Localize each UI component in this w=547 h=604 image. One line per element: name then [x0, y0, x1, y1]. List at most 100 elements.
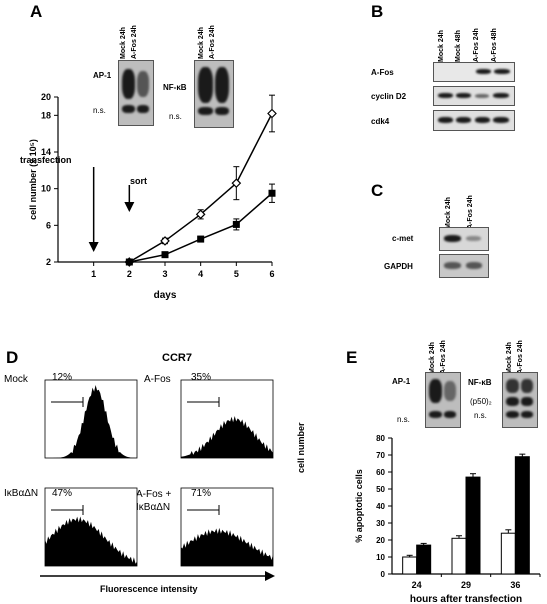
y-tick-label: 10 [41, 184, 51, 194]
x-tick-label: 29 [461, 580, 471, 590]
gel-a2-label: NF-κB [163, 83, 187, 92]
x-tick-label: 6 [269, 269, 274, 279]
y-tick-label: 2 [46, 257, 51, 267]
bar [500, 532, 516, 575]
y-tick-label: 50 [376, 485, 385, 494]
d-pct-1: 12% [52, 372, 73, 383]
e-gel2-label: NF-κB [468, 378, 492, 387]
gel-a2-lane-2: A-Fos 24h [209, 25, 216, 59]
b-row-label-1: A-Fos [371, 68, 394, 77]
e-gel2-lane-1: Mock 24h [506, 342, 513, 374]
y-tick-label: 6 [46, 220, 51, 230]
annot-transfection: transfection [20, 155, 72, 165]
data-point [195, 209, 206, 220]
histogram-fill [181, 416, 273, 458]
bar [465, 476, 481, 575]
d-plot-name-1: Mock [4, 374, 28, 385]
data-point [268, 189, 276, 197]
y-tick-label: 60 [376, 468, 385, 477]
y-tick-label: 0 [381, 570, 386, 579]
c-row-label-1: c-met [392, 234, 414, 243]
annotation-arrowhead [88, 242, 99, 252]
blot-c-cmet [439, 227, 489, 251]
annot-sort: sort [130, 176, 148, 186]
b-row-label-2: cyclin D2 [371, 92, 407, 101]
e-gel2-p50: (p50)₂ [470, 397, 492, 406]
d-ylabel: cell number [296, 422, 306, 473]
emsa-gel-e1 [425, 372, 461, 428]
gel-a2-ns: n.s. [169, 112, 182, 121]
x-tick-label: 1 [91, 269, 96, 279]
e-gel1-lane-1: Mock 24h [429, 342, 436, 374]
flow-histograms [40, 379, 275, 581]
e-gel1-lane-2: A-Fos 24h [440, 340, 447, 374]
data-point [125, 258, 133, 266]
blot-b-cyclin [433, 86, 515, 106]
gel-a1-lane-2: A-Fos 24h [131, 25, 138, 59]
d-plot-name-4: A-Fos + IκBαΔN [136, 489, 172, 513]
b-row-label-3: cdk4 [371, 117, 390, 126]
e-gel2-ns: n.s. [474, 411, 487, 420]
e-gel1-label: AP-1 [392, 377, 411, 386]
panel-label-e: E [346, 348, 358, 367]
panel-label-b: B [371, 2, 384, 21]
y-tick-label: 70 [376, 451, 385, 460]
b-lane-2: Mock 48h [455, 30, 462, 62]
emsa-gel-a1 [118, 60, 154, 126]
blot-b-afos [433, 62, 515, 82]
e-gel1-ns: n.s. [397, 415, 410, 424]
data-point [232, 220, 240, 228]
y-axis-title: % apoptotic cells [354, 469, 364, 543]
panel-label-d: D [6, 348, 19, 367]
b-lane-1: Mock 24h [438, 30, 445, 62]
data-point [197, 235, 205, 243]
x-tick-label: 4 [198, 269, 203, 279]
emsa-gel-a2 [194, 60, 234, 128]
d-xlabel: Fluorescence intensity [100, 584, 198, 594]
data-point [161, 251, 169, 259]
d-plot-name-3: IκBαΔN [4, 488, 39, 499]
y-tick-label: 20 [376, 536, 385, 545]
y-tick-label: 30 [376, 519, 385, 528]
y-axis-title: cell number (x 10⁵) [28, 139, 38, 220]
gel-a1-lane-1: Mock 24h [120, 27, 127, 59]
b-lane-4: A-Fos 48h [491, 28, 498, 62]
gel-a1-ns: n.s. [93, 106, 106, 115]
data-point [160, 236, 170, 246]
x-tick-label: 5 [234, 269, 239, 279]
d-pct-2: 35% [191, 372, 212, 383]
x-tick-label: 2 [127, 269, 132, 279]
e-gel2-lane-2: A-Fos 24h [517, 340, 524, 374]
series-line-2 [129, 192, 273, 263]
x-tick-label: 24 [412, 580, 422, 590]
data-point [231, 178, 242, 189]
x-tick-label: 3 [162, 269, 167, 279]
annotation-arrowhead [124, 202, 135, 212]
gel-a1-label: AP-1 [93, 71, 112, 80]
histogram-fill [45, 385, 137, 458]
histogram-fill [181, 527, 273, 566]
x-axis-title: hours after transfection [410, 594, 522, 604]
growth-line-chart: 1 2 3 4 5 6 2 6 10 14 18 20 days cell number (x 10⁵) [28, 92, 277, 301]
y-tick-label: 40 [376, 502, 385, 511]
gel-a2-lane-1: Mock 24h [198, 27, 205, 59]
blot-c-gapdh [439, 254, 489, 278]
panel-label-c: C [371, 181, 384, 200]
b-lane-3: A-Fos 24h [473, 28, 480, 62]
bar [402, 556, 418, 575]
panel-label-a: A [30, 2, 43, 21]
d-plot-name-2: A-Fos [144, 374, 171, 385]
x-axis-arrowhead [265, 571, 275, 581]
c-lane-2: A-Fos 24h [467, 195, 474, 229]
c-row-label-2: GAPDH [384, 262, 413, 271]
y-tick-label: 14 [41, 147, 51, 157]
c-lane-1: Mock 24h [445, 197, 452, 229]
blot-b-cdk4 [433, 110, 515, 131]
y-tick-label: 80 [376, 434, 385, 443]
bar [451, 537, 467, 575]
y-tick-label: 18 [41, 110, 51, 120]
d-pct-3: 47% [52, 488, 73, 499]
apoptosis-bar-chart: 0 10 20 30 40 50 60 70 80 24 29 36 hours after trans… [354, 434, 541, 604]
emsa-gel-e2 [502, 372, 538, 428]
d-title: CCR7 [162, 352, 192, 364]
